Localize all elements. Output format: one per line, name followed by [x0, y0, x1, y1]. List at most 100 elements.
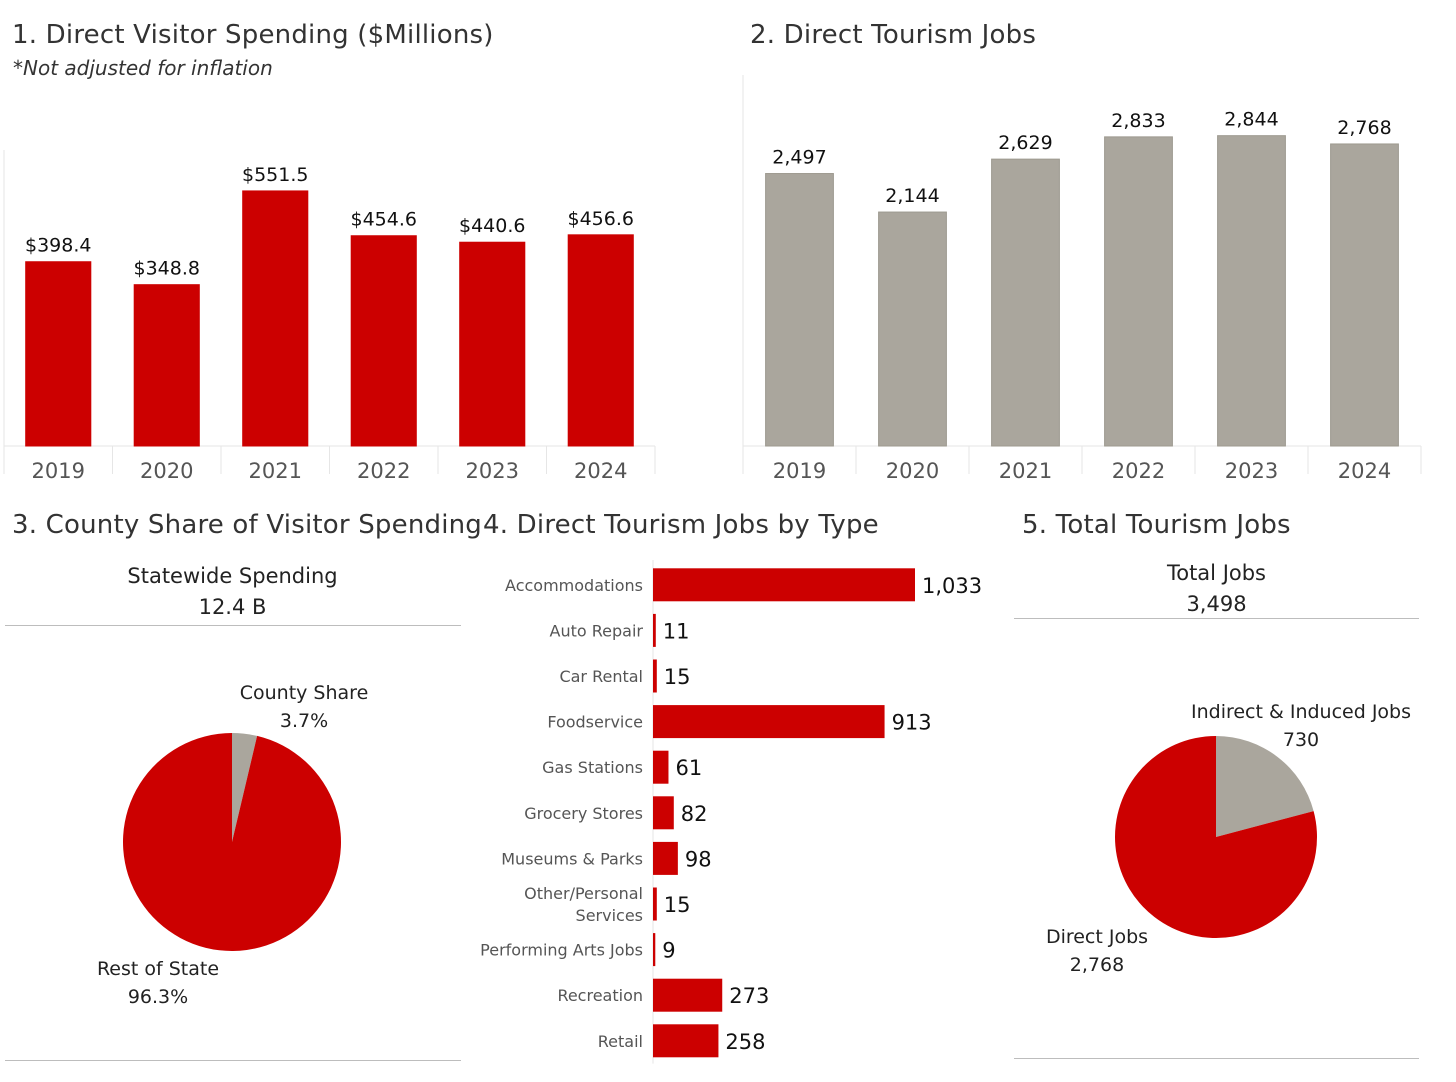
jobs-type-category-label: Accommodations: [505, 576, 643, 595]
spending-tick-label: 2024: [574, 459, 627, 483]
jobs-type-category-label: Gas Stations: [542, 758, 643, 777]
jobs-type-data-label: 9: [662, 939, 675, 963]
spending-data-label: $398.4: [25, 235, 91, 257]
jobs-type-bar: [653, 978, 723, 1012]
jobs-type-category-label: Services: [576, 906, 643, 925]
jobs-type-bar: [653, 659, 657, 693]
spending-tick-label: 2020: [140, 459, 193, 483]
spending-data-label: $456.6: [568, 208, 634, 230]
jobs-tick-label: 2020: [886, 459, 939, 483]
county-share-slice: [123, 733, 342, 951]
jobs-type-bar: [653, 1024, 719, 1058]
jobs-tick-label: 2022: [1112, 459, 1165, 483]
county-share-slice: [232, 733, 258, 842]
spending-data-label: $440.6: [459, 215, 525, 237]
jobs-type-bar: [653, 933, 656, 967]
jobs-type-data-label: 273: [729, 984, 769, 1008]
jobs-tick-label: 2024: [1338, 459, 1391, 483]
jobs-by-type-bar-chart: 1,033 Accommodations 11 Auto Repair 15 Car Re…: [480, 560, 982, 1064]
jobs-data-label: 2,629: [998, 132, 1052, 154]
jobs-bar: [1217, 135, 1286, 447]
jobs-data-label: 2,833: [1111, 110, 1165, 132]
total-jobs-slice-name: Direct Jobs: [1046, 926, 1148, 948]
jobs-type-data-label: 61: [675, 756, 702, 780]
jobs-data-label: 2,844: [1224, 109, 1278, 131]
chart3-title: 3. County Share of Visitor Spending: [12, 510, 483, 540]
jobs-data-label: 2,497: [772, 147, 826, 169]
jobs-type-data-label: 82: [681, 802, 708, 826]
chart5-bottom-divider: [1014, 1058, 1419, 1059]
spending-bar: [567, 234, 634, 447]
jobs-type-data-label: 913: [892, 711, 932, 735]
jobs-bar: [765, 173, 834, 447]
jobs-tick-label: 2019: [773, 459, 826, 483]
jobs-type-data-label: 15: [664, 893, 691, 917]
chart2-title: 2. Direct Tourism Jobs: [750, 20, 1037, 50]
jobs-tick-label: 2023: [1225, 459, 1278, 483]
jobs-type-category-label: Recreation: [557, 986, 643, 1005]
chart5-title: 5. Total Tourism Jobs: [1022, 510, 1291, 540]
spending-bar: [242, 190, 309, 447]
chart1-title: 1. Direct Visitor Spending ($Millions): [12, 20, 494, 50]
jobs-type-category-label: Grocery Stores: [524, 804, 643, 823]
direct-jobs-bar-chart: 2,497 2019 2,144 2020 2,629 2021 2,833 2022 2,84…: [742, 75, 1422, 483]
total-jobs-header: Total Jobs 3,498: [1014, 558, 1419, 620]
spending-data-label: $551.5: [242, 164, 308, 186]
jobs-data-label: 2,768: [1337, 117, 1391, 139]
county-share-slice-name: Rest of State: [97, 958, 219, 980]
jobs-type-category-label: Other/Personal: [524, 884, 643, 903]
jobs-data-label: 2,144: [885, 185, 939, 207]
jobs-type-category-label: Car Rental: [559, 667, 643, 686]
county-share-slice-value: 3.7%: [280, 710, 328, 732]
jobs-bar: [1104, 136, 1173, 447]
chart5-header-divider: [1014, 618, 1419, 619]
chart4-title: 4. Direct Tourism Jobs by Type: [483, 510, 879, 540]
jobs-type-bar: [653, 613, 656, 647]
jobs-type-data-label: 11: [663, 619, 690, 643]
total-jobs-slice-name: Indirect & Induced Jobs: [1191, 701, 1411, 723]
jobs-type-data-label: 98: [685, 847, 712, 871]
jobs-type-category-label: Auto Repair: [550, 621, 644, 640]
jobs-bar: [991, 158, 1060, 447]
jobs-type-category-label: Foodservice: [547, 713, 643, 732]
jobs-type-bar: [653, 887, 657, 921]
statewide-spending-header: Statewide Spending 12.4 B: [5, 561, 460, 623]
total-jobs-pie-chart: Indirect & Induced Jobs 730 Direct Jobs 2,7…: [1046, 701, 1411, 976]
county-share-pie-chart: County Share 3.7% Rest of State 96.3%: [97, 682, 369, 1008]
spending-tick-label: 2023: [466, 459, 519, 483]
spending-data-label: $454.6: [351, 209, 417, 231]
total-jobs-slice: [1216, 736, 1314, 837]
jobs-type-category-label: Performing Arts Jobs: [480, 941, 643, 960]
spending-tick-label: 2021: [249, 459, 302, 483]
statewide-spending-label: Statewide Spending: [127, 564, 338, 588]
spending-tick-label: 2019: [32, 459, 85, 483]
jobs-type-bar: [653, 568, 915, 602]
jobs-tick-label: 2021: [999, 459, 1052, 483]
jobs-type-data-label: 258: [725, 1030, 765, 1054]
jobs-type-bar: [653, 841, 678, 875]
county-share-slice-value: 96.3%: [128, 986, 188, 1008]
jobs-type-bar: [653, 705, 885, 739]
total-jobs-value: 3,498: [1186, 592, 1247, 616]
spending-bar: [350, 235, 417, 447]
spending-bar: [133, 284, 200, 447]
total-jobs-label: Total Jobs: [1166, 561, 1267, 585]
jobs-type-category-label: Retail: [598, 1032, 643, 1051]
jobs-type-bar: [653, 750, 669, 784]
total-jobs-slice-value: 730: [1283, 729, 1319, 751]
spending-tick-label: 2022: [357, 459, 410, 483]
jobs-type-bar: [653, 796, 674, 830]
chart3-bottom-divider: [5, 1060, 461, 1061]
total-jobs-slice: [1115, 736, 1317, 938]
spending-bar: [459, 241, 526, 447]
statewide-spending-value: 12.4 B: [198, 595, 267, 619]
chart1-subtitle: *Not adjusted for inflation: [13, 56, 273, 80]
total-jobs-slice-value: 2,768: [1070, 954, 1124, 976]
county-share-slice-name: County Share: [240, 682, 369, 704]
jobs-type-category-label: Museums & Parks: [501, 849, 643, 868]
spending-bar: [25, 261, 92, 447]
spending-data-label: $348.8: [134, 258, 200, 280]
jobs-type-data-label: 1,033: [922, 574, 982, 598]
chart3-header-divider: [5, 625, 461, 626]
jobs-bar: [1330, 143, 1399, 447]
